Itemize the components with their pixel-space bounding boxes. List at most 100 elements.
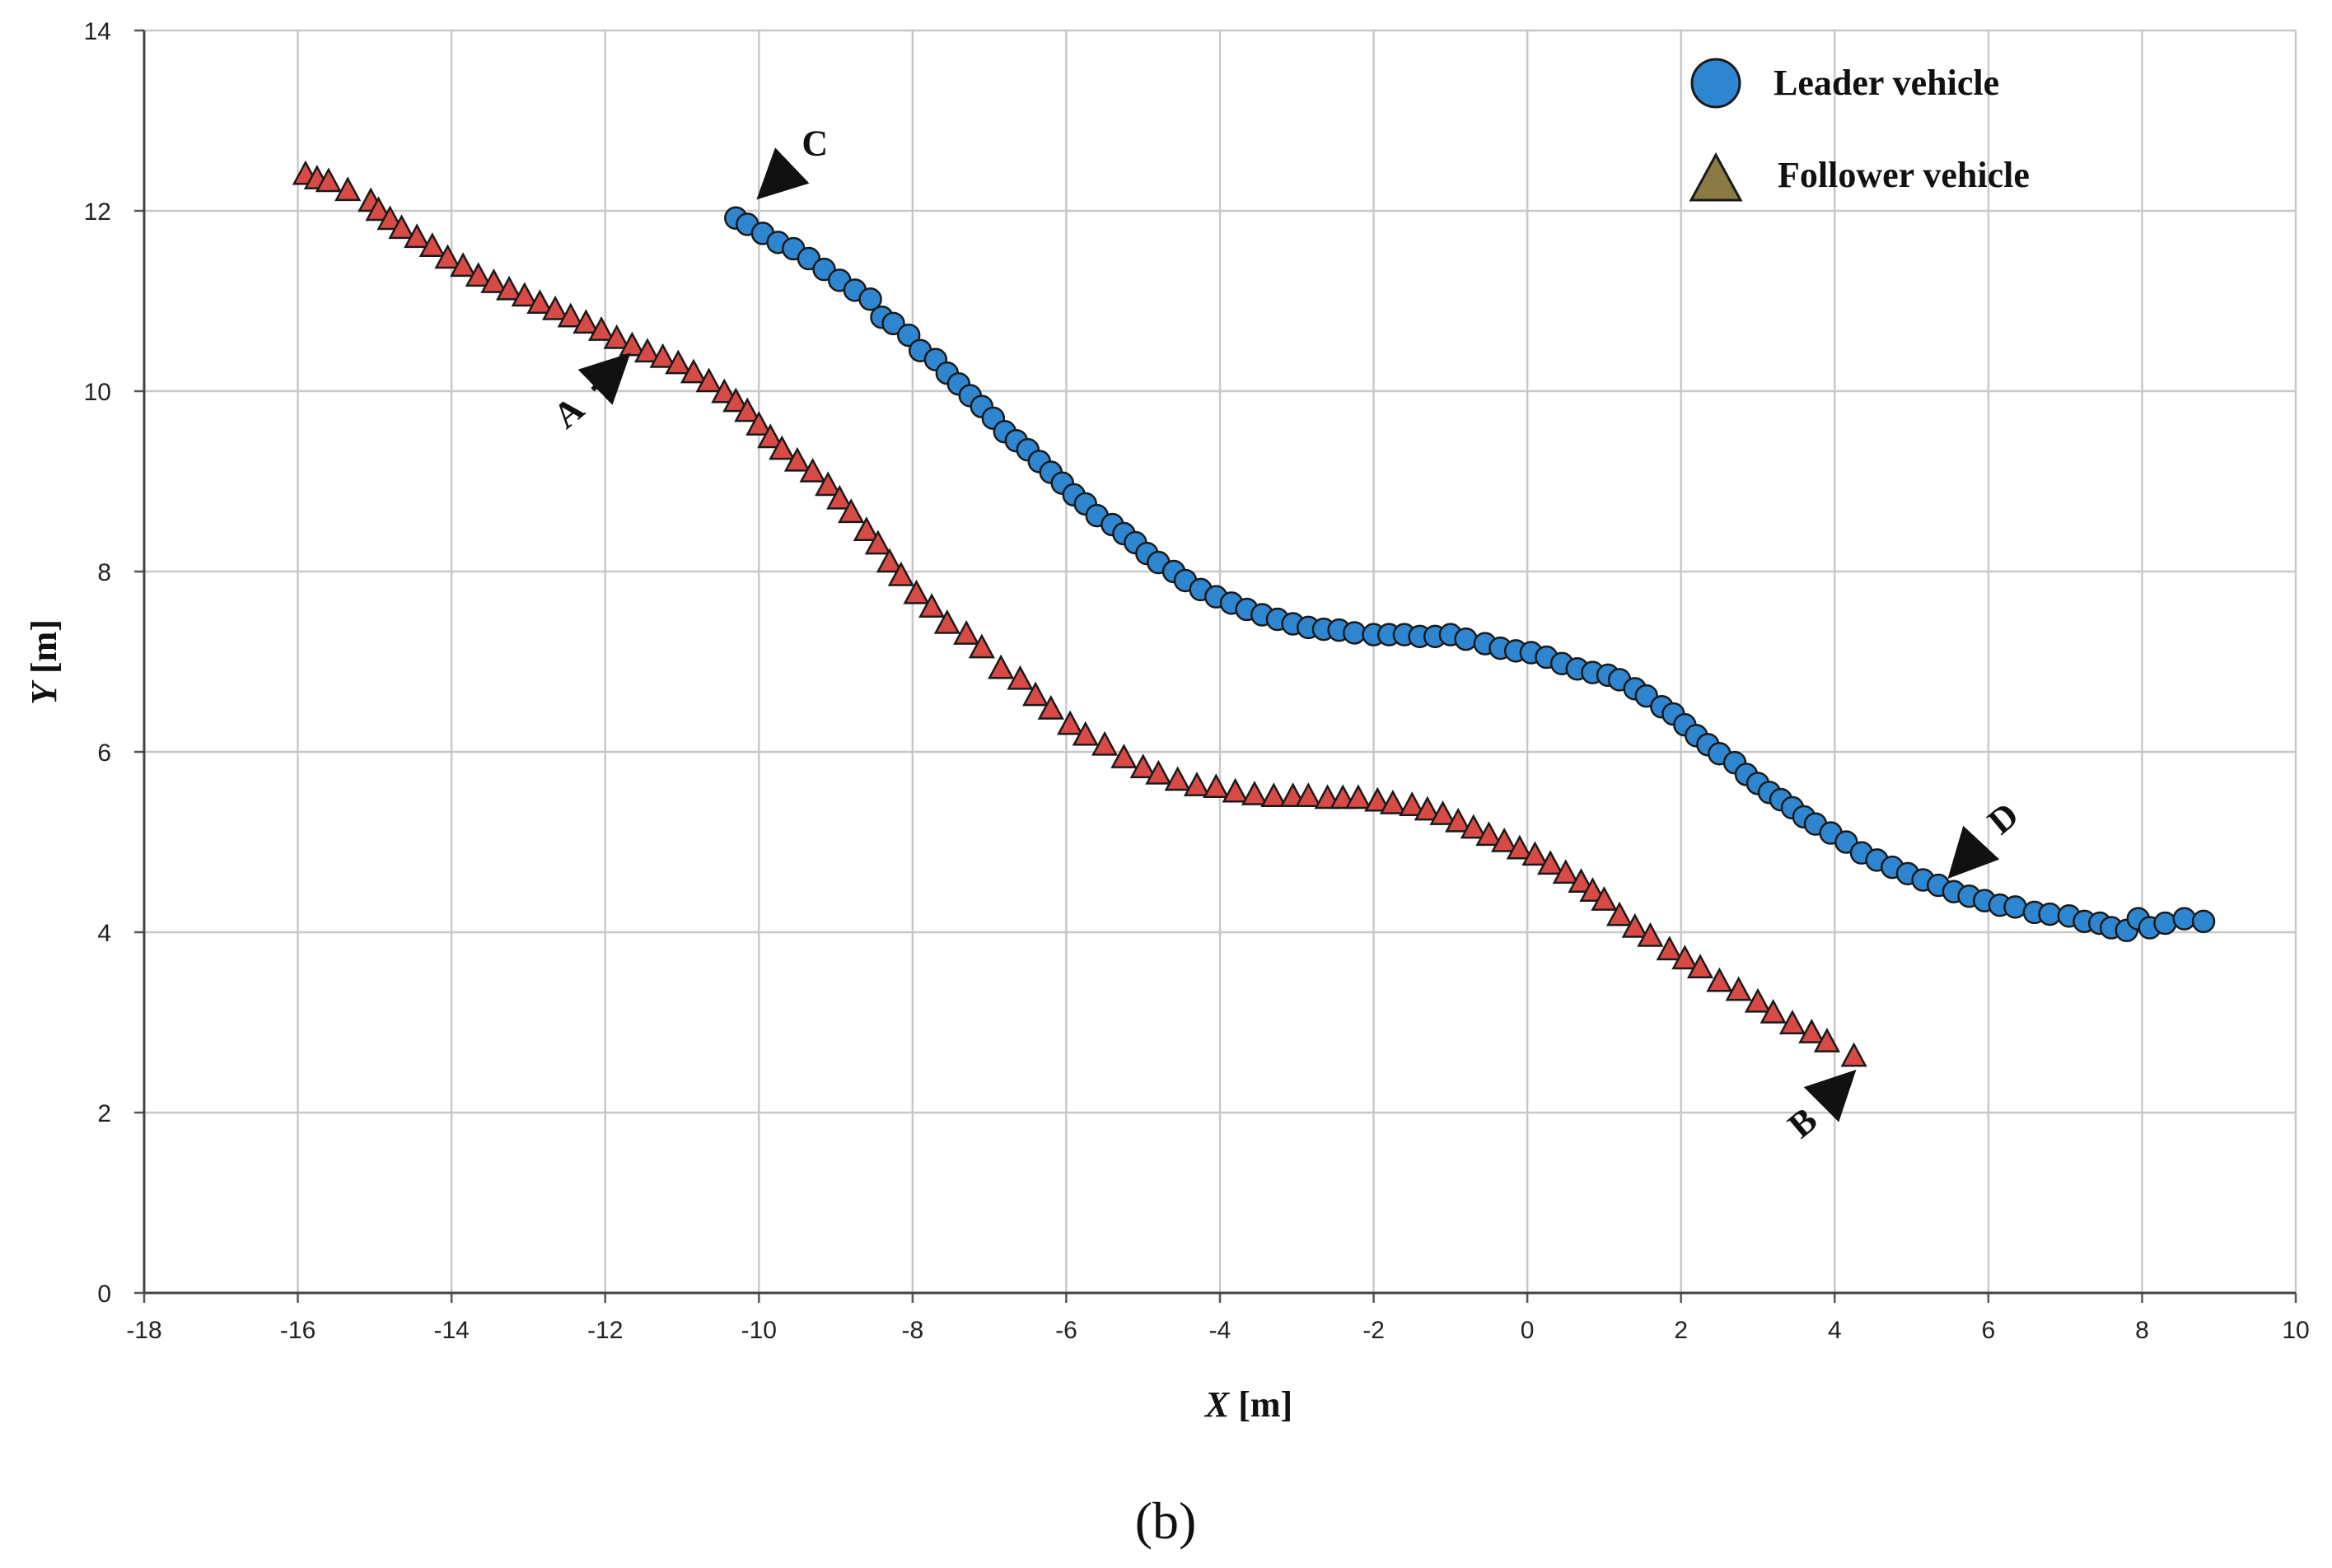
follower-point — [988, 654, 1015, 679]
follower-point — [1760, 998, 1787, 1024]
follower-point — [1552, 859, 1579, 884]
x-tick-label: -8 — [902, 1317, 924, 1344]
follower-point — [1725, 976, 1752, 1001]
follower-point — [1110, 744, 1138, 768]
y-tick-label: 12 — [84, 198, 111, 226]
follower-point — [649, 343, 676, 368]
follower-point — [1475, 821, 1502, 847]
follower-point — [1022, 681, 1049, 707]
follower-point — [1813, 1027, 1841, 1052]
follower-point — [1591, 886, 1618, 911]
follower-point — [1840, 1042, 1867, 1067]
x-tick-labels: -18 -16 -14 -12 -10 -8 -6 -4 -2 0 2 4 6 8 10 — [126, 1317, 2309, 1344]
follower-point — [864, 530, 891, 555]
annotation-label-a: A — [545, 389, 591, 436]
annotation-label-d: D — [1980, 795, 2026, 842]
follower-point — [1344, 784, 1372, 810]
follower-point — [480, 268, 507, 293]
follower-point — [1445, 807, 1472, 833]
follower-point — [1778, 1010, 1806, 1034]
annotation-label-c: C — [801, 124, 828, 164]
follower-point — [1164, 766, 1191, 791]
follower-point — [526, 289, 554, 315]
follower-point — [1072, 721, 1099, 746]
leader-point — [2153, 911, 2177, 936]
follower-point — [619, 331, 646, 357]
x-tick-label: 0 — [1521, 1317, 1535, 1344]
follower-point — [1203, 773, 1230, 799]
annotation-arrow-d — [1947, 825, 2000, 880]
x-tick-label: -12 — [587, 1317, 623, 1344]
legend-leader-label: Leader vehicle — [1774, 63, 1999, 103]
follower-point — [953, 620, 980, 645]
follower-point — [496, 275, 523, 301]
leader-point — [881, 311, 905, 336]
follower-point — [783, 446, 811, 472]
y-tick-label: 4 — [97, 920, 111, 947]
follower-point — [388, 214, 415, 240]
grid-lines — [144, 29, 2297, 1293]
follower-point — [680, 358, 708, 384]
follower-point — [1145, 759, 1172, 785]
follower-point — [1037, 694, 1064, 720]
follower-point — [365, 196, 392, 222]
y-tick-label: 6 — [97, 740, 111, 767]
follower-point — [1379, 789, 1406, 814]
annotations: A B C D — [545, 124, 2026, 1146]
follower-point — [695, 367, 722, 393]
follower-point — [745, 410, 773, 436]
legend: Leader vehicle Follower vehicle — [1689, 58, 2030, 202]
follower-point — [968, 633, 995, 659]
follower-point — [1656, 936, 1683, 961]
follower-point — [876, 548, 903, 573]
leader-point — [1343, 621, 1367, 645]
follower-point — [557, 302, 584, 328]
series-follower-vehicle — [292, 160, 1867, 1067]
follower-point — [722, 387, 750, 413]
follower-point — [376, 205, 404, 231]
x-tick-label: -18 — [126, 1317, 161, 1344]
leader-point — [2191, 909, 2216, 934]
x-tick-label: -10 — [741, 1317, 777, 1344]
follower-point — [1706, 967, 1733, 992]
follower-point — [434, 244, 461, 269]
follower-point — [1798, 1019, 1825, 1043]
x-tick-label: -2 — [1362, 1317, 1385, 1344]
follower-point — [541, 295, 569, 320]
follower-point — [450, 252, 477, 278]
follower-point — [1537, 850, 1564, 875]
follower-point — [633, 338, 661, 363]
follower-point — [933, 609, 960, 634]
panel-label: (b) — [1135, 1491, 1197, 1550]
x-tick-label: -6 — [1055, 1317, 1077, 1344]
legend-follower-marker — [1689, 152, 1743, 202]
follower-point — [769, 435, 796, 460]
follower-point — [1364, 786, 1391, 812]
x-tick-label: -14 — [433, 1317, 469, 1344]
follower-point — [1506, 834, 1533, 860]
x-tick-label: 6 — [1982, 1317, 1996, 1344]
y-tick-label: 8 — [97, 559, 111, 586]
annotation-label-b: B — [1780, 1099, 1825, 1146]
legend-leader-marker — [1690, 58, 1741, 109]
follower-point — [603, 324, 630, 349]
follower-point — [734, 397, 761, 422]
annotation-arrow-b — [1803, 1069, 1857, 1122]
x-tick-label: 10 — [2282, 1317, 2309, 1344]
follower-point — [1579, 877, 1606, 902]
follower-point — [1295, 782, 1322, 807]
y-tick-label: 0 — [97, 1281, 111, 1308]
leader-point — [2038, 902, 2062, 926]
x-axis-title: X [m] — [1203, 1384, 1292, 1425]
follower-point — [1637, 922, 1664, 947]
follower-point — [815, 471, 842, 497]
follower-point — [1241, 780, 1269, 805]
x-tick-label: -4 — [1209, 1317, 1231, 1344]
follower-point — [1414, 796, 1441, 821]
follower-point — [826, 484, 853, 510]
follower-point — [511, 282, 538, 307]
y-tick-label: 10 — [84, 379, 111, 406]
follower-point — [838, 498, 865, 524]
follower-point — [1521, 841, 1549, 866]
